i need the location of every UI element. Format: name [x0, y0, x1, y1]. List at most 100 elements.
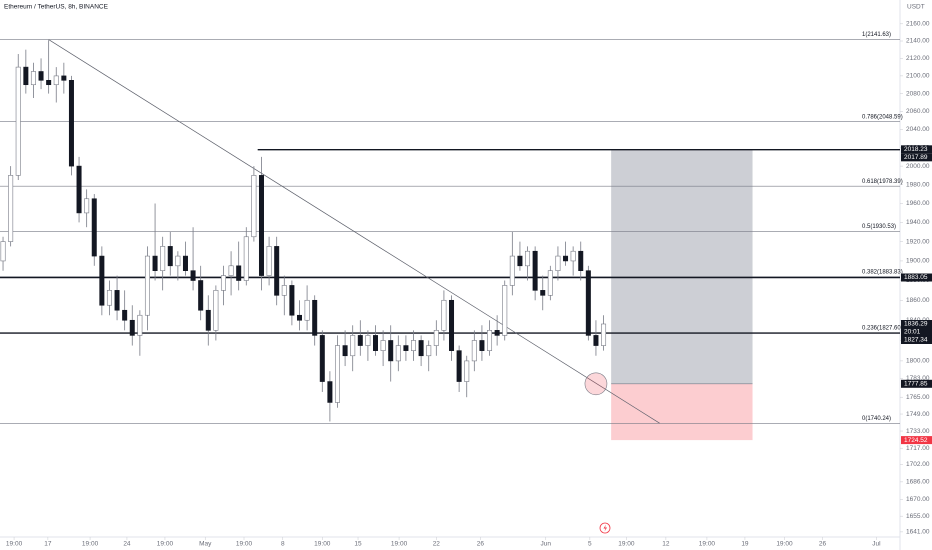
candle-body	[578, 250, 584, 271]
candle-body	[8, 175, 14, 242]
x-tick-label: 8	[281, 541, 285, 548]
candle-body	[167, 246, 173, 267]
fib-label: 0.5(1930.53)	[862, 224, 896, 230]
candle-body	[175, 255, 181, 267]
candle-body	[190, 270, 196, 281]
price-badge-label: 2018.23	[904, 146, 928, 153]
price-badge	[901, 379, 932, 388]
candle-body	[274, 246, 280, 296]
candle-body	[502, 285, 508, 336]
x-tick-label: May	[199, 541, 212, 548]
y-tick-label: 1800.00	[906, 358, 930, 365]
candle-body	[53, 75, 59, 86]
y-tick-label: 1960.00	[906, 200, 930, 207]
candle-body	[532, 250, 538, 291]
y-tick-label: 2100.00	[906, 73, 930, 80]
candle-body	[464, 360, 470, 382]
x-tick-label: 19	[741, 541, 749, 548]
fib-label: 0.618(1978.39)	[862, 179, 903, 185]
x-tick-label: 19:00	[82, 541, 99, 548]
candle-body	[137, 314, 143, 336]
y-tick-label: 2160.00	[906, 21, 930, 28]
price-badge	[901, 335, 932, 344]
candle-body	[114, 290, 120, 311]
y-tick-label: 1765.00	[906, 394, 930, 401]
candle-body	[418, 340, 424, 357]
candle-body	[327, 381, 333, 403]
y-tick-label: 1900.00	[906, 258, 930, 265]
y-tick-label: 2140.00	[906, 38, 930, 45]
price-badge-label: 1724.52	[904, 437, 928, 444]
y-tick-label: 1733.00	[906, 428, 930, 435]
candle-body	[395, 345, 401, 362]
candle-body	[601, 323, 607, 346]
price-badge-label: 1836.29	[904, 321, 928, 328]
candle-body	[144, 255, 150, 316]
x-tick-label: 19:00	[391, 541, 408, 548]
candle-body	[198, 280, 204, 311]
candle-body	[122, 309, 128, 321]
candle-body	[84, 198, 90, 214]
candle-body	[525, 250, 531, 267]
fib-label: 0.382(1883.83)	[862, 269, 903, 275]
candle-body	[296, 314, 302, 321]
replay-icon[interactable]	[599, 522, 611, 534]
candle-body	[228, 265, 234, 276]
candle-body	[106, 290, 112, 306]
x-tick-label: 19:00	[157, 541, 174, 548]
x-tick-label: Jul	[872, 541, 881, 548]
candle-body	[38, 71, 44, 81]
price-badge	[901, 273, 932, 282]
y-tick-label: 1655.00	[906, 513, 930, 520]
candle-body	[547, 270, 553, 296]
candle-body	[433, 330, 439, 346]
price-badge-label: 1827.34	[904, 337, 928, 344]
y-tick-label: 2060.00	[906, 108, 930, 115]
candle-body	[563, 255, 569, 262]
candle-body	[243, 236, 249, 281]
fib-label: 0.786(2048.59)	[862, 114, 903, 120]
candle-body	[403, 345, 409, 351]
candle-body	[555, 255, 561, 271]
y-tick-label: 1860.00	[906, 297, 930, 304]
currency-label: USDT	[907, 4, 925, 11]
candle-body	[585, 270, 591, 336]
candle-body	[258, 175, 264, 276]
candle-body	[570, 250, 576, 262]
x-tick-label: 19:00	[618, 541, 635, 548]
candle-body	[0, 241, 6, 262]
x-tick-label: 24	[123, 541, 131, 548]
candle-body	[411, 340, 417, 351]
candle-body	[304, 299, 310, 321]
candle-body	[517, 255, 523, 267]
candle-body	[213, 290, 219, 331]
candle-body	[281, 285, 287, 296]
candle-body	[373, 335, 379, 351]
x-tick-label: 19:00	[314, 541, 331, 548]
candle-body	[30, 71, 36, 86]
candle-body	[350, 335, 356, 357]
candle-body	[319, 335, 325, 382]
candle-body	[593, 335, 599, 346]
candle-body	[61, 75, 67, 81]
y-tick-label: 1717.00	[906, 445, 930, 452]
x-tick-label: 19:00	[776, 541, 793, 548]
candle-body	[509, 255, 515, 286]
candle-body	[449, 299, 455, 351]
y-tick-label: 1920.00	[906, 238, 930, 245]
candle-body	[334, 345, 340, 403]
candle-body	[380, 340, 386, 351]
candle-body	[68, 80, 74, 167]
candle-body	[160, 246, 166, 271]
candle-body	[487, 330, 493, 351]
candle-body	[266, 246, 272, 276]
candle-body	[182, 255, 188, 271]
price-badge-label: 2017.89	[904, 154, 928, 161]
x-tick-label: Jun	[541, 541, 552, 548]
fib-label: 0.236(1827.60)	[862, 325, 903, 331]
candle-body	[15, 66, 21, 176]
candle-body	[426, 345, 432, 357]
y-tick-label: 1749.00	[906, 411, 930, 418]
y-tick-label: 1980.00	[906, 181, 930, 188]
